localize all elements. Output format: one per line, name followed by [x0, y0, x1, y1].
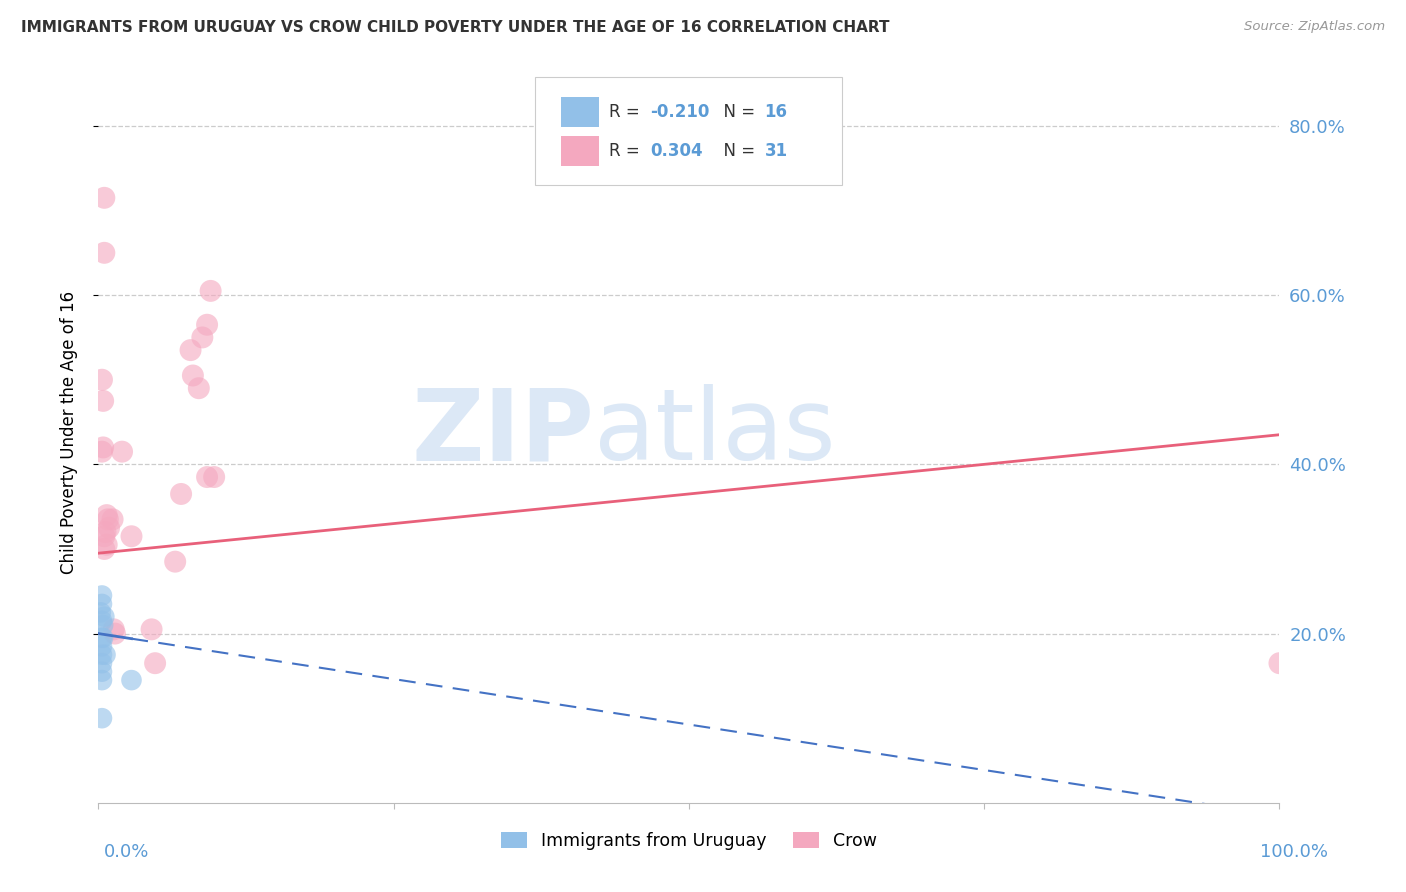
Point — [91, 648, 114, 662]
Text: R =: R = — [609, 143, 644, 161]
Point — [91, 589, 114, 603]
Point — [91, 618, 114, 632]
Text: 0.304: 0.304 — [650, 143, 703, 161]
Point — [202, 470, 225, 484]
Point — [91, 665, 114, 679]
Point — [96, 508, 118, 522]
Point — [180, 343, 202, 358]
Point — [111, 444, 134, 458]
Text: 0.0%: 0.0% — [104, 843, 149, 861]
Text: atlas: atlas — [595, 384, 837, 481]
Text: -0.210: -0.210 — [650, 103, 710, 121]
Point — [104, 626, 127, 640]
Point — [93, 541, 115, 556]
Y-axis label: Child Poverty Under the Age of 16: Child Poverty Under the Age of 16 — [59, 291, 77, 574]
Point — [96, 538, 118, 552]
Text: Source: ZipAtlas.com: Source: ZipAtlas.com — [1244, 20, 1385, 33]
Point — [93, 191, 115, 205]
Point — [121, 529, 143, 543]
Text: N =: N = — [713, 143, 759, 161]
Point — [91, 673, 114, 687]
Point — [101, 512, 124, 526]
Text: N =: N = — [713, 103, 759, 121]
Point — [91, 614, 114, 628]
Point — [98, 521, 121, 535]
Text: ZIP: ZIP — [412, 384, 595, 481]
Point — [200, 284, 222, 298]
Point — [141, 623, 163, 637]
Point — [90, 606, 112, 620]
Point — [170, 487, 193, 501]
Point — [91, 597, 114, 611]
Point — [97, 512, 120, 526]
Point — [91, 656, 114, 670]
Point — [103, 623, 125, 637]
Legend: Immigrants from Uruguay, Crow: Immigrants from Uruguay, Crow — [495, 825, 883, 857]
Point — [94, 524, 117, 539]
Text: 31: 31 — [765, 143, 787, 161]
Point — [91, 711, 114, 725]
Point — [195, 318, 218, 332]
Point — [91, 441, 114, 455]
Point — [195, 470, 218, 484]
FancyBboxPatch shape — [536, 78, 842, 185]
Text: 100.0%: 100.0% — [1260, 843, 1327, 861]
Point — [181, 368, 204, 383]
Point — [165, 555, 187, 569]
Text: R =: R = — [609, 103, 644, 121]
Point — [121, 673, 143, 687]
Point — [93, 609, 115, 624]
Text: 16: 16 — [765, 103, 787, 121]
Point — [91, 373, 114, 387]
Point — [91, 444, 114, 458]
Point — [91, 640, 114, 654]
Point — [93, 245, 115, 260]
Text: IMMIGRANTS FROM URUGUAY VS CROW CHILD POVERTY UNDER THE AGE OF 16 CORRELATION CH: IMMIGRANTS FROM URUGUAY VS CROW CHILD PO… — [21, 20, 890, 35]
FancyBboxPatch shape — [561, 136, 599, 166]
Point — [91, 631, 114, 645]
Point — [91, 393, 114, 408]
Point — [91, 631, 114, 645]
Point — [143, 656, 166, 670]
Point — [93, 529, 115, 543]
Point — [191, 330, 214, 344]
Point — [187, 381, 209, 395]
Point — [94, 648, 117, 662]
Point — [1268, 656, 1291, 670]
FancyBboxPatch shape — [561, 97, 599, 127]
